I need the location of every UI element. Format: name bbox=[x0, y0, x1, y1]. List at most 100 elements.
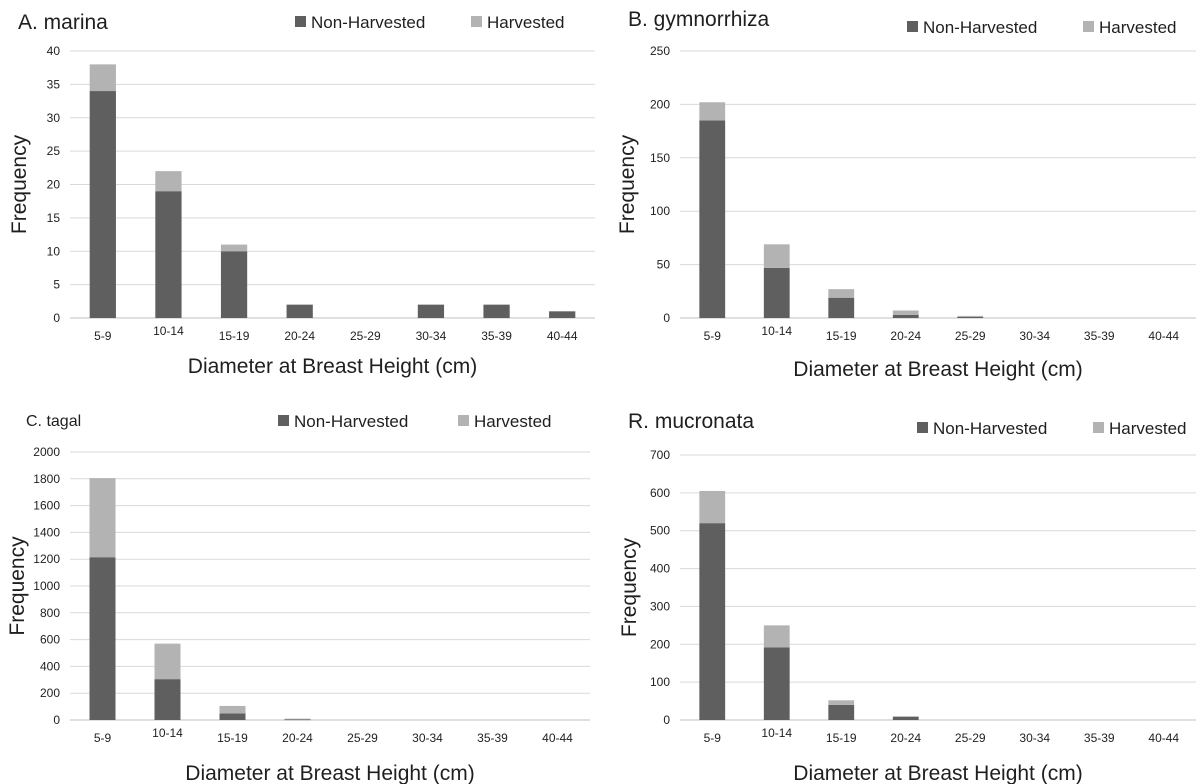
y-tick-label: 25 bbox=[47, 144, 61, 158]
x-tick-label: 10-14 bbox=[761, 324, 792, 338]
x-tick-label: 40-44 bbox=[1148, 731, 1179, 745]
x-tick-label: 5-9 bbox=[94, 329, 112, 343]
bar-harvested-10-14 bbox=[155, 171, 182, 192]
x-tick-label: 25-29 bbox=[955, 329, 986, 343]
bar-non-harvested-5-9 bbox=[699, 523, 726, 720]
y-tick-label: 500 bbox=[650, 524, 670, 538]
y-tick-label: 2000 bbox=[33, 445, 60, 459]
x-tick-label: 20-24 bbox=[282, 731, 313, 745]
y-tick-label: 100 bbox=[650, 204, 670, 218]
x-axis-label: Diameter at Breast Height (cm) bbox=[793, 358, 1082, 381]
y-tick-label: 100 bbox=[650, 675, 670, 689]
x-tick-label: 20-24 bbox=[890, 329, 921, 343]
x-tick-label: 10-14 bbox=[761, 726, 792, 740]
y-tick-label: 5 bbox=[53, 278, 60, 292]
bar-non-harvested-15-19 bbox=[220, 251, 248, 318]
y-tick-label: 600 bbox=[650, 486, 670, 500]
x-tick-label: 15-19 bbox=[217, 731, 248, 745]
bar-harvested-5-9 bbox=[699, 490, 726, 524]
bar-non-harvested-5-9 bbox=[89, 91, 116, 318]
bar-harvested-10-14 bbox=[154, 643, 181, 680]
y-tick-label: 10 bbox=[47, 244, 61, 258]
bar-harvested-25-29 bbox=[957, 315, 984, 317]
x-tick-label: 35-39 bbox=[1084, 731, 1115, 745]
x-tick-label: 25-29 bbox=[347, 731, 378, 745]
y-tick-label: 1400 bbox=[33, 525, 60, 539]
chart-title: A. marina bbox=[18, 11, 108, 34]
legend-label: Harvested bbox=[1109, 419, 1186, 438]
y-tick-label: 0 bbox=[663, 713, 670, 727]
bar-non-harvested-20-24 bbox=[892, 314, 919, 318]
y-tick-label: 400 bbox=[40, 659, 60, 673]
y-tick-label: 400 bbox=[650, 562, 670, 576]
y-axis-label: Frequency bbox=[8, 134, 31, 234]
legend-swatch bbox=[917, 422, 928, 433]
legend-label: Harvested bbox=[474, 412, 551, 431]
bar-non-harvested-5-9 bbox=[89, 557, 116, 720]
bar-non-harvested-15-19 bbox=[828, 297, 855, 318]
bar-harvested-20-24 bbox=[892, 310, 919, 315]
x-tick-label: 15-19 bbox=[219, 329, 250, 343]
x-tick-label: 35-39 bbox=[477, 731, 508, 745]
chart-title: C. tagal bbox=[26, 413, 81, 430]
x-tick-label: 35-39 bbox=[481, 329, 512, 343]
y-tick-label: 0 bbox=[53, 713, 60, 727]
y-tick-label: 1200 bbox=[33, 552, 60, 566]
bar-non-harvested-20-24 bbox=[892, 716, 919, 720]
y-tick-label: 0 bbox=[53, 311, 60, 325]
x-tick-label: 30-34 bbox=[412, 731, 443, 745]
chart-panel-3: 0 200 400 600 800 1000 1200 1400 1600 1800 2000 5-9… bbox=[6, 412, 590, 784]
chart-panel-1: 0 5 10 15 20 25 30 35 40 5-9 10-14 15-19 20-24 25-29 3… bbox=[8, 11, 595, 378]
x-axis-label: Diameter at Breast Height (cm) bbox=[185, 762, 474, 784]
bar-harvested-15-19 bbox=[219, 705, 246, 714]
bar-non-harvested-15-19 bbox=[828, 704, 855, 720]
x-tick-label: 15-19 bbox=[826, 731, 857, 745]
x-tick-label: 20-24 bbox=[890, 731, 921, 745]
x-tick-label: 10-14 bbox=[152, 726, 183, 740]
legend-label: Harvested bbox=[1099, 18, 1176, 37]
y-tick-label: 0 bbox=[663, 311, 670, 325]
bar-non-harvested-30-34 bbox=[417, 304, 445, 318]
y-tick-label: 150 bbox=[650, 151, 670, 165]
y-axis-label: Frequency bbox=[616, 134, 639, 234]
x-tick-label: 40-44 bbox=[542, 731, 573, 745]
legend-swatch bbox=[907, 21, 918, 32]
bar-harvested-15-19 bbox=[220, 244, 248, 252]
x-tick-label: 35-39 bbox=[1084, 329, 1115, 343]
bar-harvested-5-9 bbox=[89, 478, 116, 558]
x-tick-label: 40-44 bbox=[1148, 329, 1179, 343]
x-tick-label: 30-34 bbox=[1019, 329, 1050, 343]
y-axis-label: Frequency bbox=[618, 537, 641, 637]
y-tick-label: 200 bbox=[650, 97, 670, 111]
bar-non-harvested-35-39 bbox=[483, 304, 510, 318]
bar-harvested-20-24 bbox=[892, 716, 919, 718]
x-tick-label: 25-29 bbox=[350, 329, 381, 343]
legend-label: Non-Harvested bbox=[311, 13, 425, 32]
bar-non-harvested-10-14 bbox=[763, 267, 790, 318]
legend-label: Non-Harvested bbox=[923, 18, 1037, 37]
x-tick-label: 40-44 bbox=[547, 329, 578, 343]
legend-label: Non-Harvested bbox=[933, 419, 1047, 438]
legend-swatch bbox=[1083, 21, 1094, 32]
y-tick-label: 200 bbox=[40, 686, 60, 700]
bar-harvested-5-9 bbox=[89, 64, 116, 92]
y-tick-label: 50 bbox=[657, 258, 671, 272]
y-tick-label: 200 bbox=[650, 637, 670, 651]
x-tick-label: 15-19 bbox=[826, 329, 857, 343]
y-tick-label: 800 bbox=[40, 606, 60, 620]
chart-title: B. gymnorrhiza bbox=[628, 8, 770, 31]
bar-non-harvested-40-44 bbox=[549, 311, 576, 318]
y-tick-label: 30 bbox=[47, 111, 61, 125]
y-tick-label: 1000 bbox=[33, 579, 60, 593]
x-tick-label: 25-29 bbox=[955, 731, 986, 745]
bar-non-harvested-10-14 bbox=[763, 647, 790, 720]
y-tick-label: 15 bbox=[47, 211, 61, 225]
legend-label: Non-Harvested bbox=[294, 412, 408, 431]
y-tick-label: 20 bbox=[47, 178, 61, 192]
bar-harvested-5-9 bbox=[699, 102, 726, 121]
legend-label: Harvested bbox=[487, 13, 564, 32]
x-tick-label: 10-14 bbox=[153, 324, 184, 338]
chart-title: R. mucronata bbox=[628, 410, 754, 433]
y-tick-label: 1600 bbox=[33, 499, 60, 513]
